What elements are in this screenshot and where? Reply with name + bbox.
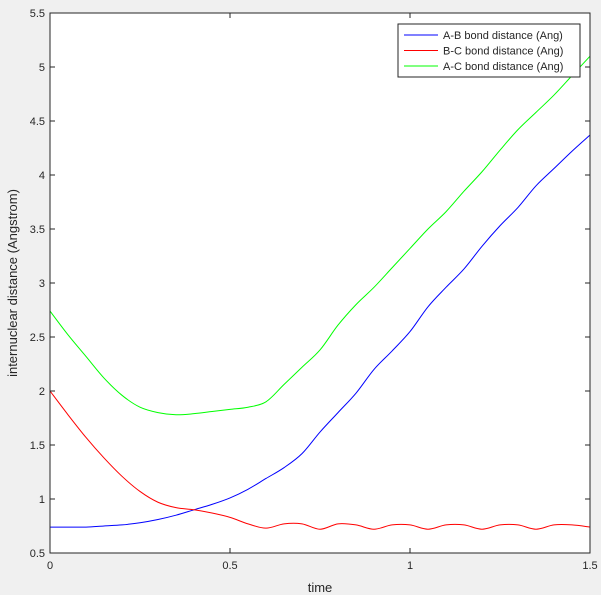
y-tick-label: 2.5 xyxy=(30,332,45,344)
y-tick-label: 5.5 xyxy=(30,8,45,20)
legend: A-B bond distance (Ang) B-C bond distance… xyxy=(397,23,581,78)
legend-entry: B-C bond distance (Ang) xyxy=(443,46,563,58)
series-line-b-c-bond-distance-ang xyxy=(49,390,591,530)
y-tick-label: 0.5 xyxy=(30,548,45,560)
y-tick-label: 3 xyxy=(39,278,45,290)
x-tick-label: 1 xyxy=(407,560,413,572)
ticks-layer: 0 0.5 1 1.50.511.522.533.544.555.5 xyxy=(30,8,598,572)
x-tick-label: 0.5 xyxy=(222,560,237,572)
series-line-a-c-bond-distance-ang xyxy=(49,55,591,416)
y-tick-label: 4 xyxy=(39,170,45,182)
series-layer xyxy=(49,55,591,530)
legend-entry: A-B bond distance (Ang) xyxy=(443,30,563,42)
legend-entry: A-C bond distance (Ang) xyxy=(443,61,563,73)
y-tick-label: 4.5 xyxy=(30,116,45,128)
y-axis-title: internuclear distance (Angstrom) xyxy=(5,189,20,377)
y-tick-label: 3.5 xyxy=(30,224,45,236)
x-tick-label: 0 xyxy=(47,560,53,572)
x-axis-title: time xyxy=(308,580,333,595)
y-tick-label: 2 xyxy=(39,386,45,398)
plot-area xyxy=(50,13,590,553)
x-tick-label: 1.5 xyxy=(582,560,597,572)
y-tick-label: 1 xyxy=(39,494,45,506)
y-tick-label: 5 xyxy=(39,62,45,74)
series-line-a-b-bond-distance-ang xyxy=(50,134,591,528)
y-tick-label: 1.5 xyxy=(30,440,45,452)
